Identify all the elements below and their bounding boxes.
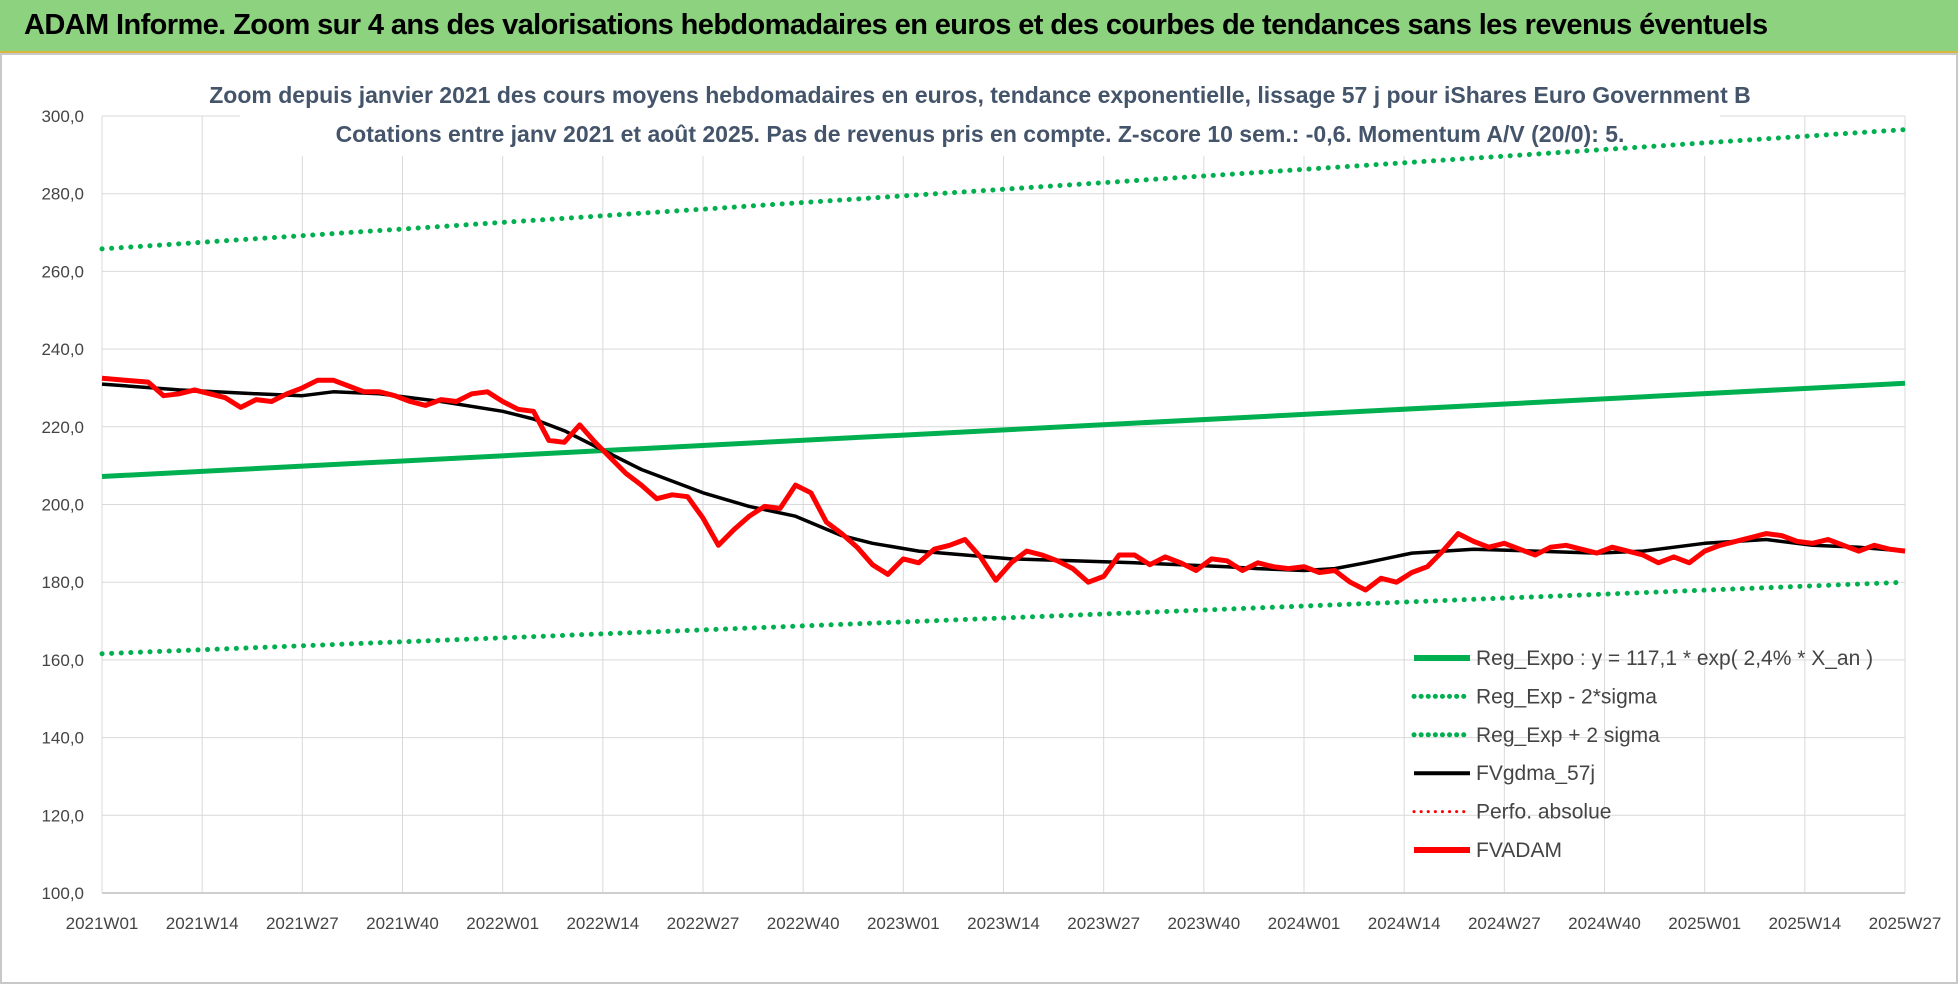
x-tick-label: 2021W14 — [166, 914, 239, 933]
x-tick-label: 2023W01 — [867, 914, 940, 933]
x-tick-label: 2025W27 — [1869, 914, 1942, 933]
y-tick-label: 100,0 — [41, 884, 84, 903]
header-banner: ADAM Informe. Zoom sur 4 ans des valoris… — [0, 0, 1958, 53]
series-line-1 — [99, 579, 1908, 657]
legend-label: FVADAM — [1476, 839, 1562, 862]
y-tick-label: 140,0 — [41, 729, 84, 748]
chart-frame — [0, 53, 1958, 984]
chart-title-line2: Cotations entre janv 2021 et août 2025. … — [336, 121, 1625, 147]
y-tick-label: 120,0 — [41, 806, 84, 825]
y-tick-label: 240,0 — [41, 340, 84, 359]
x-tick-label: 2021W27 — [266, 914, 339, 933]
series-line-2 — [99, 127, 1908, 252]
page-title: ADAM Informe. Zoom sur 4 ans des valoris… — [24, 9, 1768, 41]
x-tick-label: 2025W14 — [1768, 914, 1841, 933]
legend-label: Reg_Exp + 2 sigma — [1476, 724, 1660, 747]
x-tick-label: 2025W01 — [1668, 914, 1741, 933]
legend-label: FVgdma_57j — [1476, 762, 1595, 785]
x-tick-label: 2022W14 — [566, 914, 639, 933]
legend-label: Perfo. absolue — [1476, 801, 1611, 824]
chart-legend: Reg_Expo : y = 117,1 * exp( 2,4% * X_an … — [1411, 647, 1873, 862]
y-axis-tick-labels: 100,0 120,0 140,0 160,0 180,0 200,0 220,0 240,0… — [41, 107, 84, 903]
series-line-4 — [101, 375, 1906, 593]
x-tick-label: 2024W14 — [1368, 914, 1441, 933]
x-tick-label: 2023W27 — [1067, 914, 1140, 933]
y-tick-label: 200,0 — [41, 496, 84, 515]
chart-grid — [101, 115, 1906, 894]
x-tick-label: 2021W01 — [66, 914, 139, 933]
y-tick-label: 180,0 — [41, 573, 84, 592]
x-tick-label: 2021W40 — [366, 914, 439, 933]
x-tick-label: 2023W40 — [1167, 914, 1240, 933]
y-tick-label: 300,0 — [41, 107, 84, 126]
y-tick-label: 160,0 — [41, 651, 84, 670]
chart-title-line1: Zoom depuis janvier 2021 des cours moyen… — [209, 82, 1751, 108]
title-background — [240, 72, 1720, 156]
x-tick-label: 2024W27 — [1468, 914, 1541, 933]
x-tick-label: 2024W40 — [1568, 914, 1641, 933]
x-tick-label: 2023W14 — [967, 914, 1040, 933]
legend-label: Reg_Exp - 2*sigma — [1476, 685, 1657, 708]
x-tick-label: 2022W27 — [667, 914, 740, 933]
x-tick-label: 2022W40 — [767, 914, 840, 933]
x-axis-tick-labels: 2021W01 2021W14 2021W27 2021W40 2022W01 2022W… — [66, 914, 1942, 933]
legend-label: Reg_Expo : y = 117,1 * exp( 2,4% * X_an … — [1476, 647, 1873, 670]
y-tick-label: 260,0 — [41, 262, 84, 281]
chart-series — [99, 127, 1908, 657]
x-tick-label: 2024W01 — [1268, 914, 1341, 933]
y-tick-label: 220,0 — [41, 418, 84, 437]
series-line-0 — [101, 380, 1906, 479]
x-tick-label: 2022W01 — [466, 914, 539, 933]
y-tick-label: 280,0 — [41, 185, 84, 204]
